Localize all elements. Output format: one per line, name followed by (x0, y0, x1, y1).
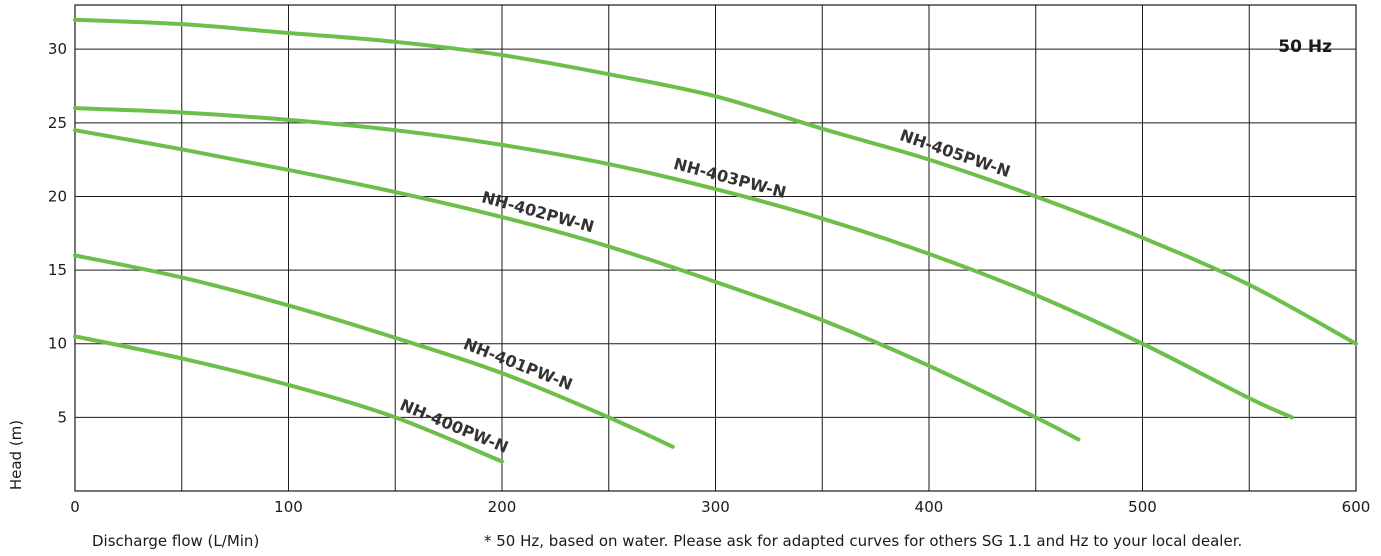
y-tick-label: 10 (48, 335, 67, 353)
tick-labels: 0 100 200 300 400 500 600 5 10 15 20 25 30 (48, 40, 1370, 516)
x-tick-label: 200 (488, 498, 517, 516)
series-labels: NH-400PW-NNH-401PW-NNH-402PW-NNH-403PW-N… (397, 125, 1013, 456)
grid (74, 4, 1357, 492)
series-label: NH-402PW-N (480, 187, 596, 236)
y-axis-label: Head (m) (7, 420, 25, 490)
plot-frame (74, 4, 1357, 492)
y-tick-label: 5 (57, 408, 67, 426)
curve-nh-400pw-n (73, 334, 504, 464)
x-tick-label: 500 (1128, 498, 1157, 516)
x-tick-label: 600 (1342, 498, 1371, 516)
curve-nh-405pw-n (73, 17, 1358, 346)
x-tick-label: 400 (915, 498, 944, 516)
footnote: * 50 Hz, based on water. Please ask for … (484, 532, 1243, 550)
curves (73, 17, 1358, 464)
curve-nh-403pw-n (73, 106, 1294, 420)
curve-nh-401pw-n (73, 253, 675, 449)
x-tick-label: 100 (274, 498, 303, 516)
x-axis-label: Discharge flow (L/Min) (92, 532, 260, 550)
curve-nh-402pw-n (73, 128, 1081, 442)
y-tick-label: 25 (48, 114, 67, 132)
y-tick-label: 20 (48, 187, 67, 205)
y-tick-label: 15 (48, 261, 67, 279)
y-tick-label: 30 (48, 40, 67, 58)
series-label-group: NH-402PW-N (480, 187, 596, 236)
x-tick-label: 0 (70, 498, 80, 516)
frequency-annotation: 50 Hz (1278, 37, 1332, 57)
x-tick-label: 300 (701, 498, 730, 516)
